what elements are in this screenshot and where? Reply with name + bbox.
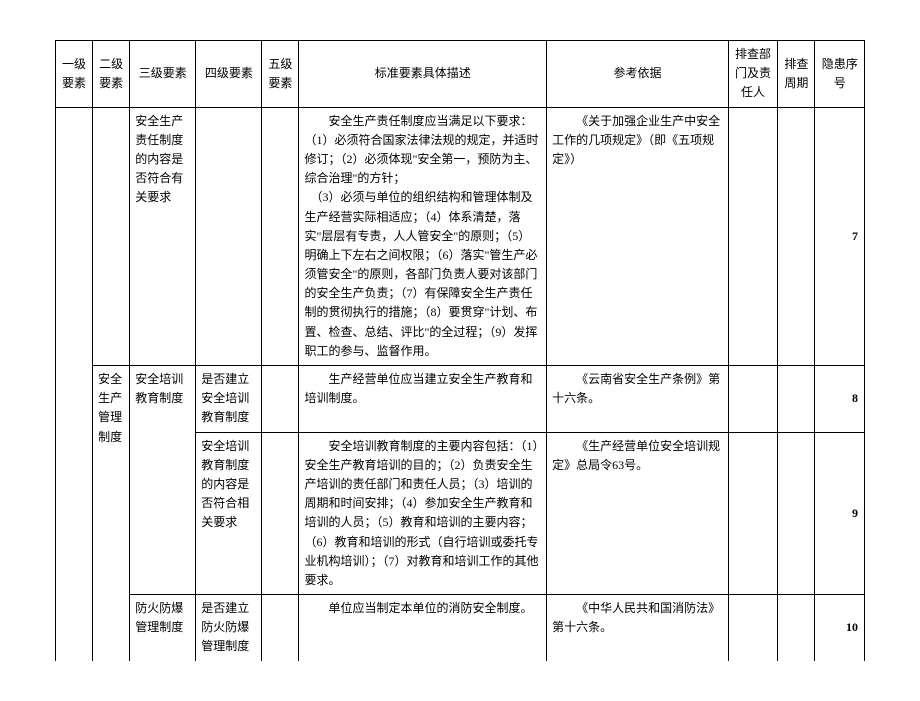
cell-cycle xyxy=(778,366,815,433)
cell-ref: 《关于加强企业生产中安全工作的几项规定》（即《五项规定》） xyxy=(547,107,729,365)
col-l4: 四级要素 xyxy=(196,41,262,108)
cell-l5 xyxy=(262,366,299,433)
cell-desc: 生产经营单位应当建立安全生产教育和培训制度。 xyxy=(299,366,547,433)
col-index: 隐患序号 xyxy=(815,41,865,108)
cell-dept xyxy=(728,366,778,433)
col-l2: 二级要素 xyxy=(93,41,130,108)
cell-index: 9 xyxy=(815,432,865,595)
cell-index: 8 xyxy=(815,366,865,433)
table-row: 安全生产管理制度 安全培训教育制度 是否建立安全培训教育制度 生产经营单位应当建… xyxy=(56,366,865,433)
table-row: 安全生产责任制度的内容是否符合有关要求 安全生产责任制度应当满足以下要求：（1）… xyxy=(56,107,865,365)
cell-l5 xyxy=(262,107,299,365)
table-header-row: 一级要素 二级要素 三级要素 四级要素 五级要素 标准要素具体描述 参考依据 排… xyxy=(56,41,865,108)
cell-dept xyxy=(728,107,778,365)
cell-dept xyxy=(728,432,778,595)
cell-cycle xyxy=(778,432,815,595)
col-l1: 一级要素 xyxy=(56,41,93,108)
col-cycle: 排查周期 xyxy=(778,41,815,108)
cell-l3: 安全生产责任制度的内容是否符合有关要求 xyxy=(130,107,196,365)
cell-l4: 是否建立安全培训教育制度 xyxy=(196,366,262,433)
col-l5: 五级要素 xyxy=(262,41,299,108)
cell-ref: 《生产经营单位安全培训规定》总局令63号。 xyxy=(547,432,729,595)
col-dept: 排查部门及责任人 xyxy=(728,41,778,108)
cell-l2: 安全生产管理制度 xyxy=(93,366,130,661)
cell-l5 xyxy=(262,432,299,595)
cell-cycle xyxy=(778,107,815,365)
cell-l3: 安全培训教育制度 xyxy=(130,366,196,595)
cell-l2 xyxy=(93,107,130,365)
cell-desc: 安全培训教育制度的主要内容包括：（1）安全生产教育培训的目的；（2）负责安全生产… xyxy=(299,432,547,595)
cell-desc: 安全生产责任制度应当满足以下要求：（1）必须符合国家法律法规的规定，并适时修订；… xyxy=(299,107,547,365)
cell-l1 xyxy=(56,107,93,661)
cell-l4: 安全培训教育制度的内容是否符合相关要求 xyxy=(196,432,262,595)
col-desc: 标准要素具体描述 xyxy=(299,41,547,108)
col-l3: 三级要素 xyxy=(130,41,196,108)
cell-ref: 《云南省安全生产条例》第十六条。 xyxy=(547,366,729,433)
requirement-table: 一级要素 二级要素 三级要素 四级要素 五级要素 标准要素具体描述 参考依据 排… xyxy=(55,40,865,661)
cell-index: 7 xyxy=(815,107,865,365)
col-ref: 参考依据 xyxy=(547,41,729,108)
cell-l4 xyxy=(196,107,262,365)
